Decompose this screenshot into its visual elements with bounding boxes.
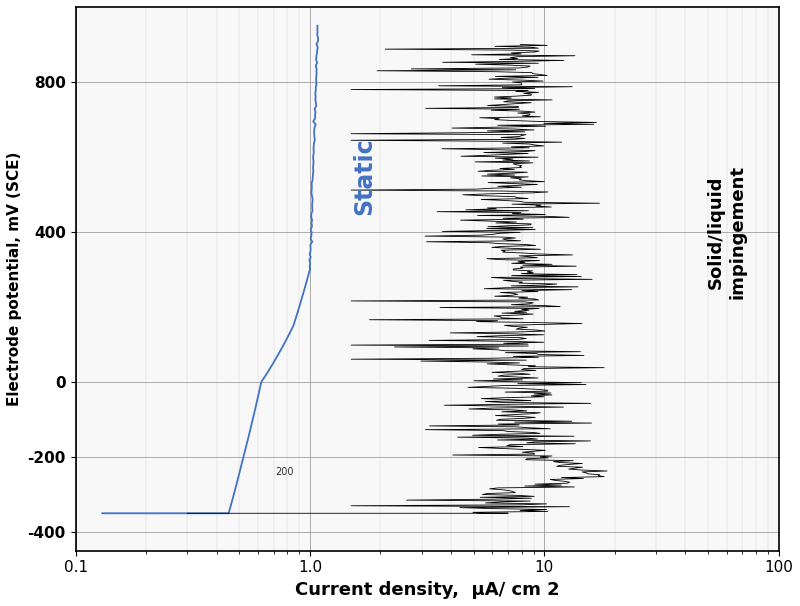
Text: Static: Static (352, 137, 376, 215)
X-axis label: Current density,  μA/ cm 2: Current density, μA/ cm 2 (294, 581, 559, 599)
Y-axis label: Electrode potential, mV (SCE): Electrode potential, mV (SCE) (7, 152, 22, 406)
Text: 200: 200 (275, 467, 294, 477)
Text: Solid/liquid
impingement: Solid/liquid impingement (707, 165, 746, 299)
